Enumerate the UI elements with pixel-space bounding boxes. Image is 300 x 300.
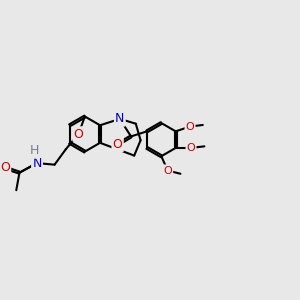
Text: O: O: [0, 161, 10, 174]
Text: O: O: [186, 122, 194, 132]
Text: N: N: [32, 157, 42, 169]
Text: O: O: [113, 138, 122, 151]
Text: O: O: [74, 128, 83, 140]
Text: O: O: [163, 166, 172, 176]
Text: H: H: [30, 145, 39, 158]
Text: O: O: [187, 143, 195, 153]
Text: N: N: [115, 112, 124, 125]
